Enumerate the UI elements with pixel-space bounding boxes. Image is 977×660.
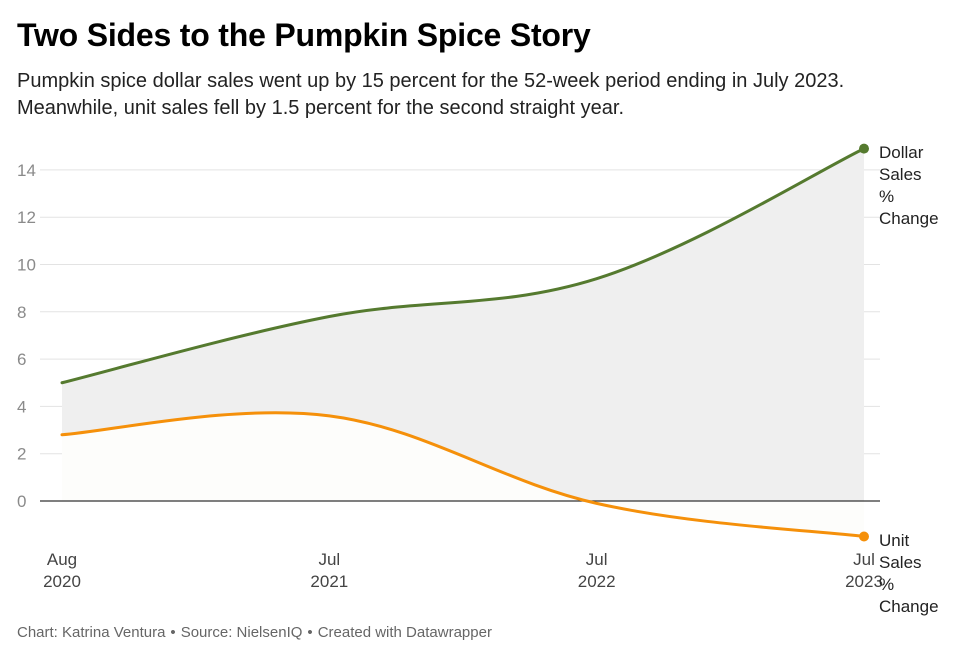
x-tick-year: 2022	[578, 572, 616, 591]
x-tick-year: 2020	[43, 572, 81, 591]
x-tick-label: Jul 2023	[845, 550, 883, 591]
chart-footer: Chart: Katrina Ventura • Source: NielsenIQ…	[17, 624, 492, 641]
series-label-line: Dollar	[879, 143, 924, 162]
footer-separator-2: •	[307, 624, 312, 641]
y-tick-label: 6	[17, 350, 26, 369]
series-labels: Dollar Sales% Change Unit Sales% Change	[879, 143, 939, 616]
footer-separator-1: •	[170, 624, 175, 641]
y-axis-ticks: 0 2 4 6 8 10 12 14	[17, 161, 36, 511]
footer-source: Source: NielsenIQ	[181, 624, 303, 641]
y-tick-label: 14	[17, 161, 36, 180]
x-tick-label: Jul 2022	[578, 550, 616, 591]
footer-created-with: Created with Datawrapper	[318, 624, 492, 641]
area-fills	[62, 149, 864, 537]
x-tick-month: Jul	[586, 550, 608, 569]
y-tick-label: 12	[17, 208, 36, 227]
x-tick-label: Aug 2020	[43, 550, 81, 591]
dollar-sales-endpoint	[859, 144, 869, 154]
y-tick-label: 8	[17, 303, 26, 322]
series-label-line: Sales	[879, 553, 922, 572]
unit-sales-label: Unit Sales% Change	[879, 531, 939, 616]
x-tick-label: Jul 2021	[310, 550, 348, 591]
x-tick-year: 2023	[845, 572, 883, 591]
x-tick-month: Aug	[47, 550, 77, 569]
x-tick-month: Jul	[853, 550, 875, 569]
series-label-line: %	[879, 187, 894, 206]
series-label-line: Change	[879, 597, 939, 616]
series-label-line: Unit	[879, 531, 910, 550]
line-chart: 0 2 4 6 8 10 12 14 Aug 2020 Jul 2021 Jul 2022 Jul 2023…	[0, 0, 977, 660]
x-axis-ticks: Aug 2020 Jul 2021 Jul 2022 Jul 2023	[43, 550, 883, 591]
y-tick-label: 4	[17, 397, 26, 416]
x-tick-year: 2021	[310, 572, 348, 591]
dollar-sales-label: Dollar Sales% Change	[879, 143, 939, 228]
x-tick-month: Jul	[318, 550, 340, 569]
footer-chart-credit: Chart: Katrina Ventura	[17, 624, 165, 641]
y-tick-label: 0	[17, 492, 26, 511]
series-label-line: Sales	[879, 165, 922, 184]
y-tick-label: 2	[17, 445, 26, 464]
unit-sales-endpoint	[859, 531, 869, 541]
series-label-line: Change	[879, 209, 939, 228]
y-tick-label: 10	[17, 256, 36, 275]
series-label-line: %	[879, 575, 894, 594]
